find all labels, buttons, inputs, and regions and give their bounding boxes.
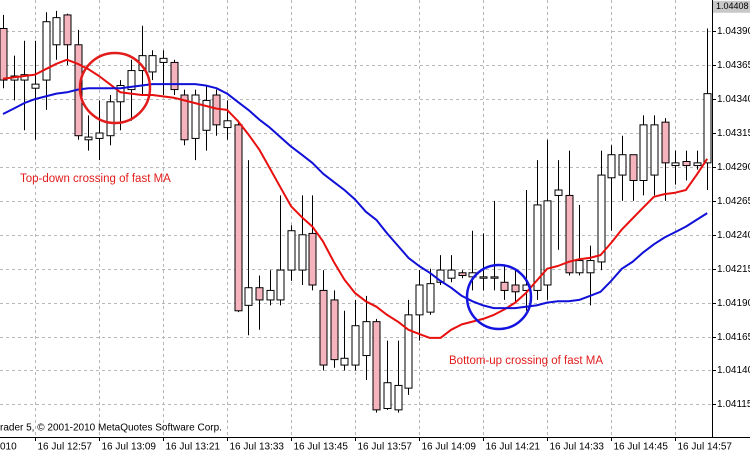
- candle-body: [266, 289, 275, 301]
- y-tick-label: 1.04315: [717, 128, 750, 139]
- copyright: rader 5, © 2001-2010 MetaQuotes Software…: [0, 423, 222, 434]
- candle-body: [490, 276, 499, 279]
- x-tick-label: 16 Jul 13:57: [358, 442, 413, 453]
- candle-body: [693, 162, 702, 167]
- candle-body: [426, 283, 435, 313]
- candle-body: [447, 269, 456, 279]
- x-tick-label: 16 Jul 13:33: [230, 442, 285, 453]
- candle-body: [671, 162, 680, 167]
- x-tick-label: 010: [0, 442, 17, 453]
- x-tick-label: 16 Jul 14:57: [678, 442, 733, 453]
- highlight-circle: [78, 51, 152, 125]
- last-price-label: 1.04408: [716, 1, 749, 11]
- y-tick-label: 1.04365: [717, 60, 750, 71]
- candle-body: [255, 287, 264, 301]
- candle-body: [276, 269, 285, 301]
- candle-body: [298, 234, 307, 271]
- candle-body: [500, 281, 509, 291]
- candle-body: [383, 382, 392, 410]
- x-tick-label: 16 Jul 12:57: [38, 442, 93, 453]
- candle-body: [404, 314, 413, 389]
- candle-body: [586, 260, 595, 274]
- x-tick-label: 16 Jul 14:21: [486, 442, 541, 453]
- candle-body: [511, 284, 520, 293]
- candle-body: [95, 132, 104, 139]
- x-tick-label: 16 Jul 14:45: [614, 442, 669, 453]
- y-tick-label: 1.04290: [717, 162, 750, 173]
- candle-body: [650, 124, 659, 176]
- candle-body: [362, 321, 371, 357]
- candle-body: [202, 99, 211, 131]
- y-tick-label: 1.04190: [717, 298, 750, 309]
- candle-body: [84, 136, 93, 141]
- candle-body: [127, 70, 136, 91]
- candle-body: [42, 21, 51, 81]
- price-axis: [712, 0, 750, 437]
- candle-body: [212, 94, 221, 126]
- candle-body: [52, 17, 61, 46]
- candle-body: [287, 230, 296, 271]
- candle-body: [543, 200, 552, 286]
- candle-body: [106, 101, 115, 137]
- candle-body: [244, 287, 253, 306]
- candle-body: [159, 57, 168, 63]
- candle-body: [639, 124, 648, 181]
- candle-body: [597, 174, 606, 263]
- x-tick-label: 16 Jul 13:21: [166, 442, 221, 453]
- time-axis: [0, 437, 750, 456]
- candle-body: [703, 93, 712, 164]
- candle-body: [308, 232, 317, 286]
- x-tick-label: 16 Jul 14:09: [422, 442, 477, 453]
- annotation: Top-down crossing of fast MA: [20, 173, 171, 185]
- y-tick-label: 1.04140: [717, 365, 750, 376]
- moving-average-line: [2, 83, 708, 310]
- candle-body: [340, 357, 349, 366]
- y-tick-label: 1.04115: [717, 399, 750, 410]
- plot-area: [0, 10, 712, 413]
- candle-body: [319, 289, 328, 366]
- candle-body: [661, 121, 670, 164]
- candle-body: [629, 154, 638, 181]
- candle-body: [394, 384, 403, 411]
- candle-body: [180, 94, 189, 141]
- candle-body: [170, 61, 179, 91]
- candle-body: [554, 189, 563, 196]
- x-tick-label: 16 Jul 13:45: [294, 442, 349, 453]
- candle-body: [351, 325, 360, 366]
- y-tick-label: 1.04390: [717, 26, 750, 37]
- candle-body: [234, 124, 243, 312]
- candle-body: [191, 94, 200, 139]
- candle-body: [607, 154, 616, 179]
- candle-body: [618, 154, 627, 176]
- y-tick-label: 1.04165: [717, 332, 750, 343]
- candle-body: [533, 204, 542, 291]
- candle-body: [415, 284, 424, 316]
- annotation: Bottom-up crossing of fast MA: [449, 355, 603, 367]
- candle-body: [458, 272, 467, 276]
- y-tick-label: 1.04240: [717, 230, 750, 241]
- axes: 1.04115 1.04140 1.04165 1.04190 1.04215 1.042…: [35, 0, 750, 453]
- candle-body: [148, 55, 157, 73]
- candle-body: [682, 161, 691, 167]
- candle-body: [565, 194, 574, 274]
- candle-body: [0, 28, 8, 81]
- candle-body: [479, 276, 488, 279]
- x-tick-label: 16 Jul 13:09: [102, 442, 157, 453]
- last-price-box: [713, 0, 750, 13]
- moving-average-line: [2, 58, 709, 339]
- candle-body: [63, 14, 72, 46]
- candle-body: [372, 321, 381, 411]
- candle-body: [223, 120, 232, 129]
- y-tick-label: 1.04265: [717, 196, 750, 207]
- candle-body: [31, 83, 40, 89]
- y-tick-label: 1.04340: [717, 94, 750, 105]
- y-tick-label: 1.04215: [717, 264, 750, 275]
- candle-body: [330, 299, 339, 361]
- candle-body: [436, 269, 445, 283]
- highlight-circle: [465, 263, 533, 331]
- x-tick-label: 16 Jul 14:33: [550, 442, 605, 453]
- candle-body: [575, 260, 584, 274]
